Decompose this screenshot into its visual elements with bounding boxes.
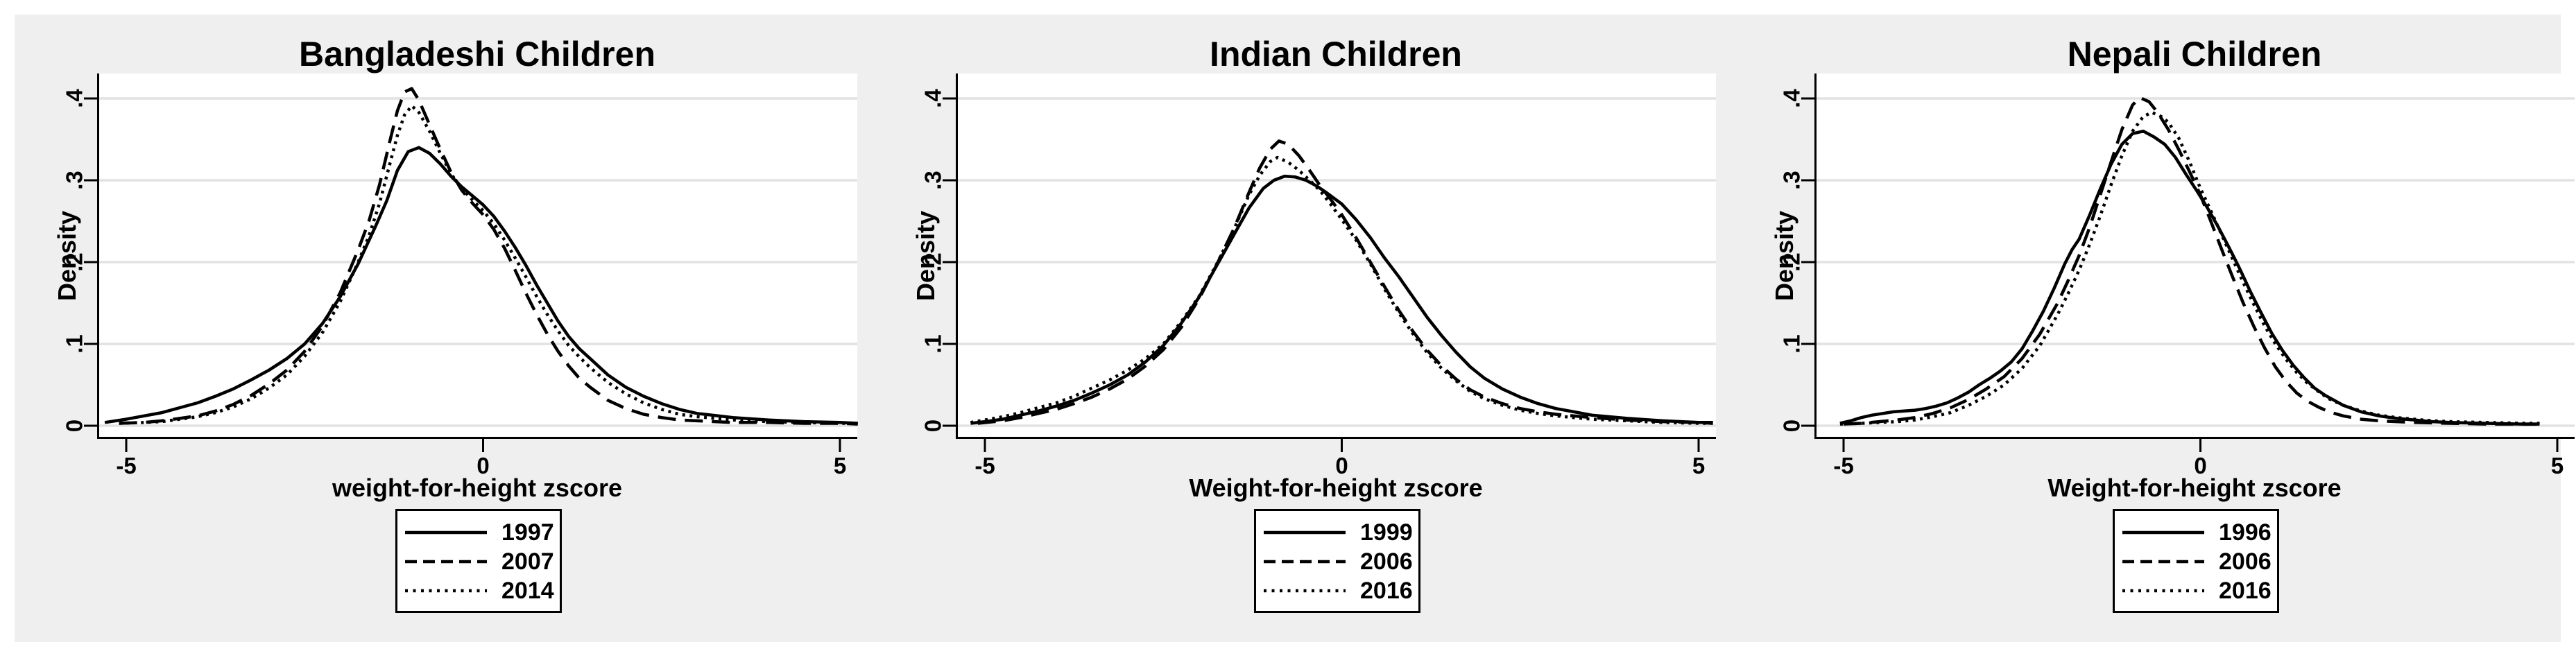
x-tick-label: 0 bbox=[2194, 453, 2206, 478]
density-curve-1997 bbox=[104, 146, 858, 425]
legend: 1999 2006 2016 bbox=[1254, 509, 1420, 613]
density-plot: 0 .1 .2 .3 .4 -5 0 5 bbox=[920, 73, 1716, 478]
legend-label: 2016 bbox=[1360, 578, 1413, 604]
y-tick-label: 0 bbox=[62, 419, 87, 432]
solid-line-sample bbox=[2122, 530, 2204, 535]
y-tick-label: .2 bbox=[62, 252, 87, 272]
panel-bangladeshi-children: Bangladeshi Children Density 0.1.2.3.4 -5… bbox=[0, 0, 859, 649]
density-curve-2007 bbox=[119, 87, 858, 426]
legend-item: 1997 bbox=[397, 518, 560, 547]
legend-item: 2006 bbox=[1256, 547, 1418, 576]
density-curve-2006 bbox=[1843, 96, 2536, 426]
x-axis-title: weight-for-height zscore bbox=[332, 474, 622, 502]
x-axis-title: Weight-for-height zscore bbox=[2047, 474, 2342, 502]
dotted-line-sample bbox=[1264, 589, 1346, 593]
x-tick-label: 5 bbox=[834, 453, 846, 478]
x-tick-label: 0 bbox=[476, 453, 489, 478]
y-tick-label: .3 bbox=[62, 171, 87, 190]
legend: 1997 2007 2014 bbox=[395, 509, 562, 613]
legend-item: 2016 bbox=[2115, 576, 2277, 605]
dotted-line-sample bbox=[2122, 589, 2204, 593]
panel-indian-children: Indian Children Density 0.1.2.3.4 -5 0 5 We… bbox=[859, 0, 1717, 649]
legend-item: 2007 bbox=[397, 547, 560, 576]
density-plot: 0 .1 .2 .3 .4 -5 0 5 bbox=[1779, 73, 2575, 478]
legend-label: 2007 bbox=[501, 548, 554, 575]
y-tick-label: .2 bbox=[920, 252, 946, 272]
y-tick-label: 0 bbox=[920, 419, 946, 432]
density-curve-2006 bbox=[977, 139, 1713, 425]
legend-item: 2016 bbox=[1256, 576, 1418, 605]
y-tick-label: .3 bbox=[1779, 171, 1805, 190]
y-tick-label: .1 bbox=[920, 334, 946, 354]
solid-line-sample bbox=[1264, 530, 1346, 535]
x-tick-label: 0 bbox=[1335, 453, 1348, 478]
legend-label: 2006 bbox=[2219, 548, 2272, 575]
density-curve-2016 bbox=[970, 155, 1713, 425]
panel-nepali-children: Nepali Children Density 0.1.2.3.4 -5 0 5 We… bbox=[1717, 0, 2576, 649]
plot-area bbox=[97, 73, 857, 439]
legend-item: 2014 bbox=[397, 576, 560, 605]
legend-label: 1999 bbox=[1360, 519, 1413, 546]
y-tick-label: .1 bbox=[1779, 334, 1805, 354]
panel-title: Nepali Children bbox=[2067, 35, 2322, 73]
plot-area bbox=[956, 73, 1716, 439]
y-tick-label: .4 bbox=[920, 89, 946, 108]
y-tick-label: 0 bbox=[1779, 419, 1805, 432]
x-axis-title: Weight-for-height zscore bbox=[1189, 474, 1483, 502]
x-tick-label: 5 bbox=[2551, 453, 2564, 478]
legend-label: 2014 bbox=[501, 578, 554, 604]
solid-line-sample bbox=[405, 530, 487, 535]
legend-label: 2006 bbox=[1360, 548, 1413, 575]
density-curve-2016 bbox=[1839, 110, 2543, 426]
y-tick-label: .4 bbox=[1779, 89, 1805, 108]
dashed-line-sample bbox=[2122, 560, 2204, 564]
panel-title: Bangladeshi Children bbox=[299, 35, 655, 73]
plot-area bbox=[1814, 73, 2575, 439]
legend-label: 1997 bbox=[501, 519, 554, 546]
x-tick-label: -5 bbox=[116, 453, 136, 478]
legend-label: 1996 bbox=[2219, 519, 2272, 546]
panel-title: Indian Children bbox=[1210, 35, 1462, 73]
x-tick-label: -5 bbox=[1833, 453, 1853, 478]
y-tick-label: .1 bbox=[62, 334, 87, 354]
density-plot: 0 .1 .2 .3 .4 -5 0 5 bbox=[62, 73, 858, 478]
legend-item: 1996 bbox=[2115, 518, 2277, 547]
legend-label: 2016 bbox=[2219, 578, 2272, 604]
y-tick-label: .3 bbox=[920, 171, 946, 190]
x-tick-label: 5 bbox=[1692, 453, 1705, 478]
y-tick-label: .4 bbox=[62, 89, 87, 108]
dashed-line-sample bbox=[1264, 560, 1346, 564]
density-curve-1999 bbox=[970, 174, 1713, 425]
dotted-line-sample bbox=[405, 589, 487, 593]
y-tick-label: .2 bbox=[1779, 252, 1805, 272]
x-tick-label: -5 bbox=[974, 453, 995, 478]
legend: 1996 2006 2016 bbox=[2113, 509, 2279, 613]
legend-item: 1999 bbox=[1256, 518, 1418, 547]
dashed-line-sample bbox=[405, 560, 487, 564]
legend-item: 2006 bbox=[2115, 547, 2277, 576]
